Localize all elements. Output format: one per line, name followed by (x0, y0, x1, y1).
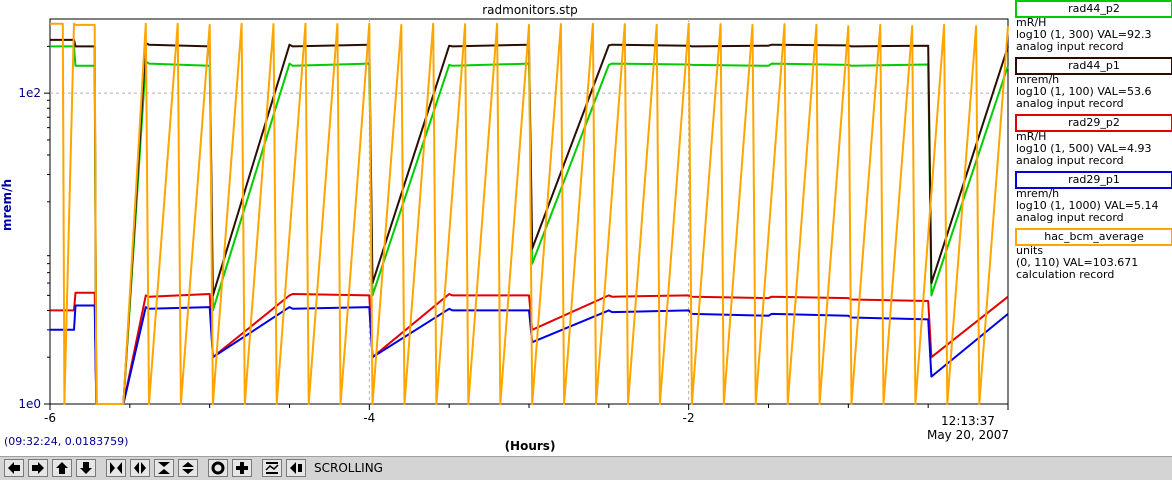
reset-icon[interactable] (232, 459, 252, 477)
plot-area[interactable]: radmonitors.stp -6 -4 -2 1e0 1e2 mrem/h (Ho… (0, 0, 1013, 456)
pan-down-icon[interactable] (76, 459, 96, 477)
zoom-out-x-icon[interactable] (130, 459, 150, 477)
legend-range: log10 (1, 1000) VAL=5.14 (1016, 199, 1159, 212)
zoom-in-x-icon[interactable] (106, 459, 126, 477)
cursor-coordinates: (09:32:24, 0.0183759) (4, 435, 129, 448)
legend-record-type: analog input record (1016, 40, 1124, 53)
y-axis-label: mrem/h (0, 179, 14, 231)
pan-up-icon[interactable] (52, 459, 72, 477)
legend-range: log10 (1, 300) VAL=92.3 (1016, 28, 1152, 41)
legend-record-type: calculation record (1016, 268, 1115, 281)
legend-range: log10 (1, 100) VAL=53.6 (1016, 85, 1152, 98)
series-line-rad29-p2 (50, 291, 1009, 405)
legend-units: mrem/h (1016, 187, 1060, 200)
legend-swatch-label[interactable]: rad29_p2 (1015, 114, 1172, 132)
chart-title: radmonitors.stp (482, 3, 578, 17)
y-tick-label: 1e0 (18, 397, 41, 411)
series-line-rad29-p1 (50, 304, 1009, 405)
series-layer (50, 22, 1009, 405)
pan-right-icon[interactable] (28, 459, 48, 477)
legend-record-type: analog input record (1016, 211, 1124, 224)
pan-left-icon[interactable] (4, 459, 24, 477)
y-tick-label: 1e2 (18, 86, 41, 100)
legend-range: (0, 110) VAL=103.671 (1016, 256, 1139, 269)
legend-range: log10 (1, 500) VAL=4.93 (1016, 142, 1152, 155)
toolbar: SCROLLING (0, 456, 1172, 480)
zoom-out-y-icon[interactable] (178, 459, 198, 477)
x-tick-label: -4 (363, 411, 375, 425)
x-axis: -6 -4 -2 (44, 404, 1009, 425)
legend-record-type: analog input record (1016, 97, 1124, 110)
legend-units: mR/H (1016, 16, 1047, 29)
end-date-label: May 20, 2007 (927, 428, 1009, 442)
end-time-label: 12:13:37 (941, 414, 995, 428)
legend-swatch-label[interactable]: rad44_p2 (1015, 0, 1172, 18)
legend-swatch-label[interactable]: rad44_p1 (1015, 57, 1172, 75)
legend-units: mR/H (1016, 130, 1047, 143)
mode-label: SCROLLING (314, 461, 383, 475)
zoom-in-y-icon[interactable] (154, 459, 174, 477)
series-line-hac-bcm-average (50, 22, 1009, 405)
x-axis-label: (Hours) (505, 439, 556, 453)
legend-record-type: analog input record (1016, 154, 1124, 167)
back-icon[interactable] (286, 459, 306, 477)
x-tick-label: -2 (683, 411, 695, 425)
legend-swatch-label[interactable]: hac_bcm_average (1015, 228, 1172, 246)
y-axis: 1e0 1e2 (18, 45, 50, 411)
autoscale-icon[interactable] (208, 459, 228, 477)
x-tick-label: -6 (44, 411, 56, 425)
legend-units: mrem/h (1016, 73, 1060, 86)
legend-units: units (1016, 244, 1044, 257)
toggle-grid-icon[interactable] (262, 459, 282, 477)
